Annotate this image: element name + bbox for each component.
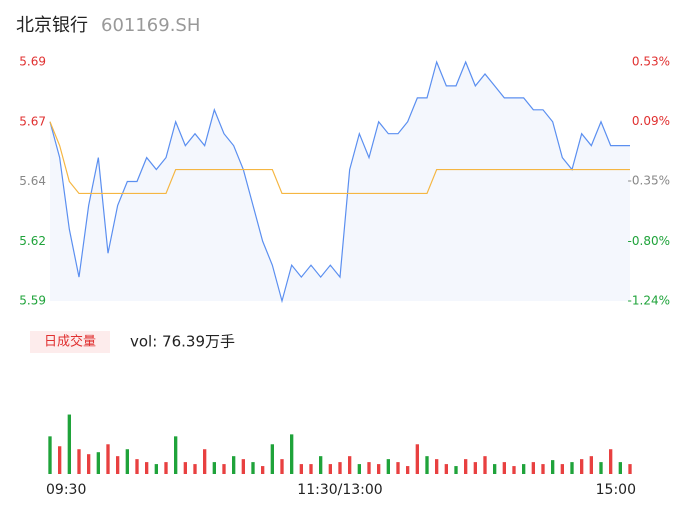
y2-tick-label: 0.53%	[632, 55, 670, 69]
volume-tag-bg	[30, 331, 110, 353]
volume-bar	[570, 462, 574, 474]
volume-bar	[628, 464, 632, 474]
volume-bar	[444, 464, 448, 474]
volume-bar	[290, 434, 294, 474]
volume-bar	[106, 444, 110, 474]
volume-bar	[125, 449, 129, 474]
volume-bar	[415, 444, 419, 474]
volume-bar	[386, 459, 390, 474]
volume-bar	[193, 464, 197, 474]
volume-bar	[280, 459, 284, 474]
volume-bar	[203, 449, 207, 474]
volume-bar	[48, 436, 52, 474]
stock-name: 北京银行	[16, 15, 88, 36]
volume-bar	[319, 456, 323, 474]
volume-bar	[560, 464, 564, 474]
volume-bar	[435, 459, 439, 474]
y-tick-label: 5.59	[19, 294, 46, 308]
volume-bar	[377, 464, 381, 474]
y2-tick-label: -0.35%	[628, 173, 670, 187]
volume-bar	[599, 462, 603, 474]
volume-bar	[493, 464, 497, 474]
volume-bar	[58, 446, 62, 474]
volume-bar	[531, 462, 535, 474]
volume-bar	[67, 414, 71, 474]
volume-bar	[502, 462, 506, 474]
volume-bar	[512, 466, 516, 474]
volume-bar	[541, 464, 545, 474]
volume-bar	[522, 464, 526, 474]
volume-bar	[77, 449, 81, 474]
volume-bar	[232, 456, 236, 474]
series-line	[49, 60, 630, 304]
volume-bar	[473, 462, 477, 474]
volume-bar	[464, 459, 468, 474]
volume-bar	[454, 466, 458, 474]
volume-bar	[212, 462, 216, 474]
volume-bar	[261, 466, 265, 474]
y-tick-label: 5.62	[19, 234, 46, 248]
volume-bar	[357, 464, 361, 474]
volume-bar	[164, 462, 168, 474]
volume-bar	[116, 456, 120, 474]
y2-tick-label: -0.80%	[628, 234, 670, 248]
volume-bar	[87, 454, 91, 474]
x-tick-label: 15:00	[596, 482, 636, 498]
volume-bar	[367, 462, 371, 474]
volume-bar	[580, 459, 584, 474]
volume-bar	[589, 456, 593, 474]
volume-bar	[135, 459, 139, 474]
x-tick-label: 09:30	[46, 482, 86, 498]
y2-tick-label: -1.24%	[628, 294, 670, 308]
volume-bar	[618, 462, 622, 474]
y-tick-label: 5.67	[19, 114, 46, 128]
volume-bar	[328, 464, 332, 474]
volume-bar	[96, 452, 100, 474]
price-area	[50, 62, 630, 301]
series-line	[49, 121, 630, 195]
volume-bar	[174, 436, 178, 474]
volume-bar	[241, 459, 245, 474]
volume-bar	[348, 456, 352, 474]
volume-tag: 日成交量	[44, 334, 96, 350]
volume-bar	[299, 464, 303, 474]
volume-bar	[425, 456, 429, 474]
volume-bar	[222, 464, 226, 474]
volume-bar	[396, 462, 400, 474]
volume-bar	[145, 462, 149, 474]
volume-bar	[609, 449, 613, 474]
y-tick-label: 5.69	[19, 55, 46, 69]
stock-code: 601169.SH	[101, 15, 200, 36]
y-tick-label: 5.64	[19, 174, 46, 188]
volume-bar	[551, 460, 555, 474]
volume-bar	[154, 464, 158, 474]
volume-bar	[483, 456, 487, 474]
volume-bar	[406, 466, 410, 474]
volume-bar	[309, 464, 313, 474]
x-tick-label: 11:30/13:00	[297, 482, 382, 498]
volume-text: vol: 76.39万手	[130, 333, 235, 351]
volume-bar	[251, 462, 255, 474]
volume-bar	[338, 462, 342, 474]
volume-bar	[270, 444, 274, 474]
volume-bar	[183, 462, 187, 474]
y2-tick-label: 0.09%	[632, 114, 670, 128]
